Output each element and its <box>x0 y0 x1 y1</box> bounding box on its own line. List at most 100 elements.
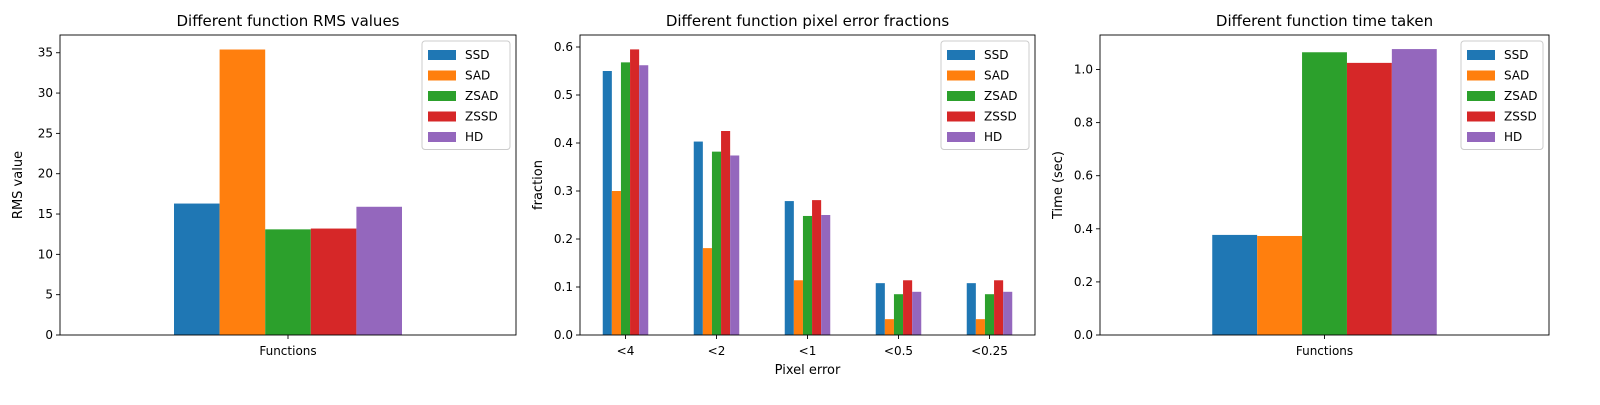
legend-swatch-ssd <box>428 50 456 60</box>
legend-label-ssd: SSD <box>984 48 1008 62</box>
x-tick-label: <4 <box>617 344 635 358</box>
y-tick-label: 0.3 <box>554 184 573 198</box>
y-tick-label: 35 <box>38 46 53 60</box>
bar-zssd-1 <box>721 131 731 335</box>
y-tick-label: 15 <box>38 207 53 221</box>
legend-label-ssd: SSD <box>1504 48 1528 62</box>
legend-label-zssd: ZSSD <box>984 110 1017 124</box>
y-tick-label: 5 <box>45 288 53 302</box>
bar-hd-2 <box>821 215 831 335</box>
legend-swatch-zssd <box>1467 111 1495 122</box>
y-tick-label: 0.4 <box>1074 222 1093 236</box>
chart-title: Different function time taken <box>1216 12 1433 30</box>
legend-label-sad: SAD <box>465 69 490 83</box>
bar-zsad-4 <box>984 294 995 335</box>
y-tick-label: 25 <box>38 126 53 140</box>
bar-sad-4 <box>975 319 985 335</box>
legend-box <box>940 40 1030 150</box>
y-tick-label: 0.2 <box>1074 275 1093 289</box>
bar-ssd-0 <box>602 71 612 335</box>
bar-hd-4 <box>1003 291 1013 335</box>
bar-ssd-0 <box>1212 234 1258 335</box>
legend-box <box>1460 40 1544 150</box>
y-tick-label: 0.8 <box>1074 116 1093 130</box>
bar-zsad-3 <box>893 294 904 335</box>
legend-label-ssd: SSD <box>465 48 489 62</box>
bar-sad-1 <box>702 248 712 335</box>
legend-swatch-zssd <box>428 111 456 122</box>
legend-swatch-zsad <box>947 91 975 101</box>
legend-label-zsad: ZSAD <box>1504 89 1538 103</box>
bar-sad-0 <box>611 191 621 335</box>
x-tick-label: <0.25 <box>971 344 1008 358</box>
bar-zssd-2 <box>812 200 822 335</box>
legend-label-zsad: ZSAD <box>465 89 499 103</box>
bar-zssd-3 <box>903 280 913 335</box>
y-tick-label: 0.6 <box>554 40 573 54</box>
y-tick-label: 10 <box>38 247 53 261</box>
bar-zsad-0 <box>265 229 311 335</box>
bar-zssd-0 <box>630 49 640 336</box>
bar-hd-0 <box>1391 49 1437 335</box>
y-tick-label: 0.0 <box>554 328 573 342</box>
bar-zsad-0 <box>620 62 631 336</box>
legend-swatch-ssd <box>947 50 975 60</box>
bar-ssd-4 <box>966 283 976 335</box>
legend: SSD SAD ZSAD ZSSD HD <box>940 40 1030 150</box>
legend-label-zsad: ZSAD <box>984 89 1018 103</box>
y-tick-label: 0.5 <box>554 88 573 102</box>
bar-zssd-0 <box>1346 62 1392 336</box>
bar-zsad-0 <box>1302 52 1347 335</box>
legend-label-sad: SAD <box>984 69 1009 83</box>
x-tick-label: <2 <box>708 344 726 358</box>
bar-ssd-2 <box>784 201 794 335</box>
y-tick-label: 1.0 <box>1074 63 1093 77</box>
x-axis-label: Pixel error <box>775 363 841 378</box>
subplot-1: 0 5 10 15 20 25 30 35 Functions Different functio… <box>11 12 517 358</box>
bar-sad-0 <box>1257 235 1303 335</box>
bar-hd-0 <box>356 206 402 335</box>
y-axis-label: RMS value <box>11 151 26 219</box>
bar-zsad-2 <box>802 215 813 335</box>
legend-swatch-sad <box>428 70 456 81</box>
legend: SSD SAD ZSAD ZSSD HD <box>1460 40 1544 150</box>
bar-zssd-0 <box>310 228 357 335</box>
legend-swatch-zsad <box>428 91 456 101</box>
legend-swatch-zsad <box>1467 91 1495 101</box>
chart-title: Different function pixel error fractions <box>666 12 950 30</box>
chart-title: Different function RMS values <box>177 12 400 30</box>
x-tick-label: <0.5 <box>884 344 913 358</box>
x-tick-label: <1 <box>799 344 817 358</box>
y-tick-label: 0.4 <box>554 136 573 150</box>
legend-label-zssd: ZSSD <box>465 110 498 124</box>
legend: SSD SAD ZSAD ZSSD HD <box>421 40 511 150</box>
bar-ssd-0 <box>174 203 220 335</box>
legend-swatch-sad <box>1467 70 1495 81</box>
legend-swatch-zssd <box>947 111 975 122</box>
y-axis-label: Time (sec) <box>1051 151 1066 220</box>
y-tick-label: 30 <box>38 86 53 100</box>
bar-sad-2 <box>793 280 803 335</box>
bar-sad-3 <box>884 319 894 335</box>
legend-label-sad: SAD <box>1504 69 1529 83</box>
y-tick-label: 0.6 <box>1074 169 1093 183</box>
y-axis-label: fraction <box>531 160 546 210</box>
legend-swatch-ssd <box>1467 50 1495 60</box>
y-tick-label: 0.0 <box>1074 328 1093 342</box>
y-tick-label: 0.1 <box>554 280 573 294</box>
y-tick-label: 0 <box>45 328 53 342</box>
bar-hd-3 <box>912 291 922 335</box>
legend-label-hd: HD <box>465 130 483 144</box>
x-tick-label: Functions <box>1296 344 1353 358</box>
bar-zssd-4 <box>994 280 1004 335</box>
legend-box <box>421 40 511 150</box>
subplot-2: 0.0 0.1 0.2 0.3 0.4 0.5 0.6 <4 <2 <1 <0.5 <0.25 Diff… <box>531 12 1036 378</box>
y-tick-label: 0.2 <box>554 232 573 246</box>
legend-swatch-sad <box>947 70 975 81</box>
bar-ssd-3 <box>875 283 885 335</box>
x-tick-label: Functions <box>259 344 316 358</box>
bar-ssd-1 <box>693 141 703 335</box>
legend-label-zssd: ZSSD <box>1504 110 1537 124</box>
